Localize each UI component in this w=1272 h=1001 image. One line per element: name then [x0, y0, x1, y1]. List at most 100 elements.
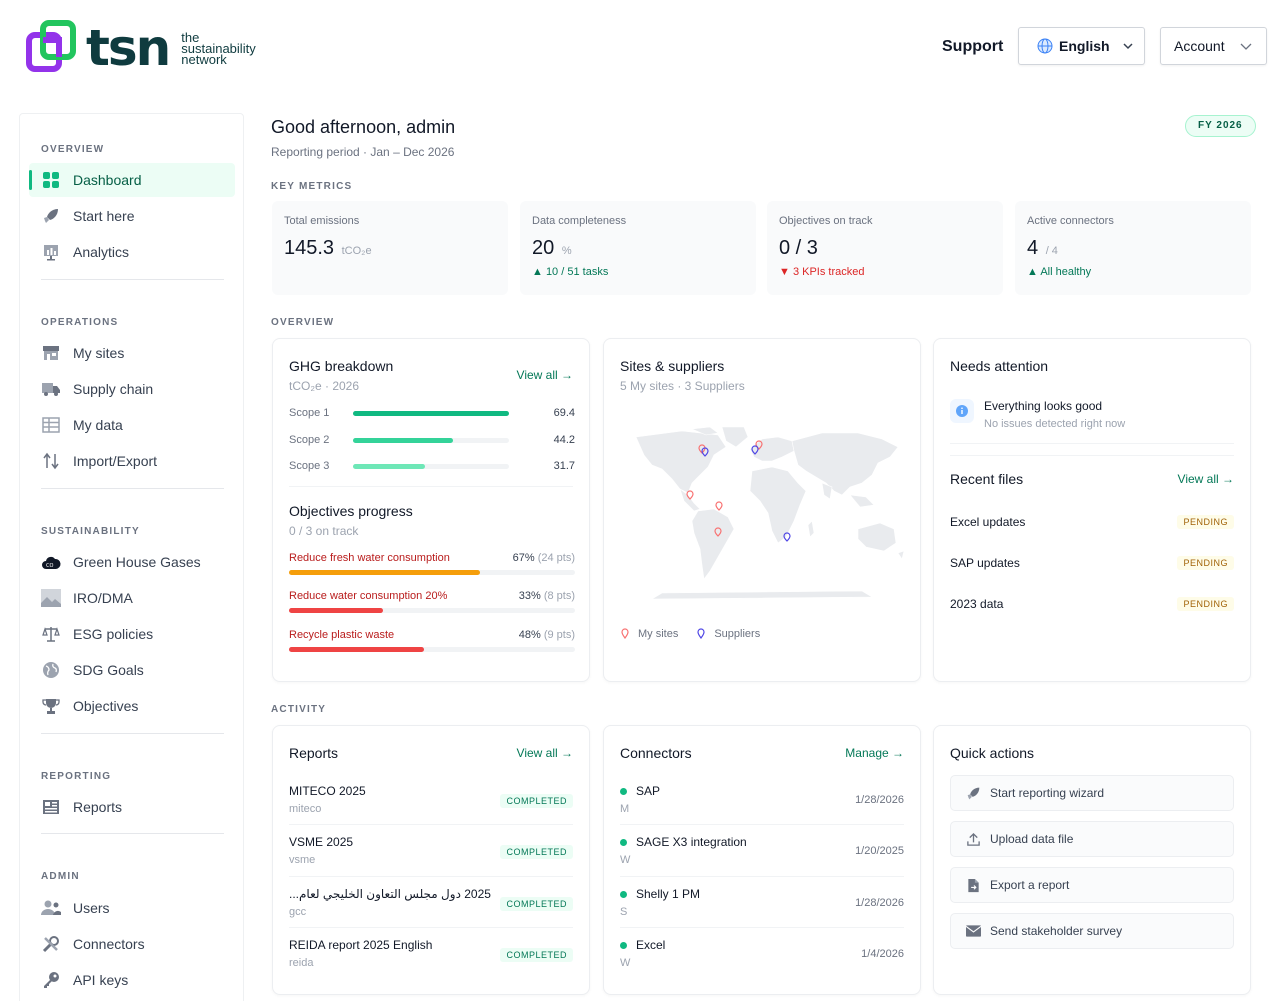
- scale-icon: [41, 624, 61, 644]
- card-subtitle: 5 My sites · 3 Suppliers: [620, 379, 745, 393]
- start-reporting-wizard-button[interactable]: Start reporting wizard: [950, 775, 1234, 811]
- brand-logo[interactable]: tsn the sustainability network: [26, 20, 256, 76]
- recent-files-view-all-link[interactable]: View all →: [1177, 472, 1234, 486]
- world-map[interactable]: [622, 425, 908, 601]
- chevron-down-icon: [1123, 43, 1133, 50]
- sidebar-item-label: Green House Gases: [73, 554, 201, 570]
- sidebar-item-sdg-goals[interactable]: SDG Goals: [29, 653, 235, 687]
- section-title-operations: OPERATIONS: [41, 317, 119, 328]
- account-menu[interactable]: Account: [1160, 27, 1267, 65]
- sidebar-item-reports[interactable]: Reports: [29, 790, 235, 824]
- card-title: Reports: [289, 745, 339, 761]
- objective-progress-bar: [289, 570, 480, 575]
- chart-icon: [41, 242, 61, 262]
- sidebar: OVERVIEW Dashboard Start here Analytics …: [19, 113, 244, 1001]
- sidebar-item-esg-policies[interactable]: ESG policies: [29, 617, 235, 651]
- trophy-icon: [41, 696, 61, 716]
- status-badge: PENDING: [1177, 515, 1234, 529]
- sidebar-item-supply-chain[interactable]: Supply chain: [29, 372, 235, 406]
- file-row[interactable]: Excel updates PENDING: [950, 515, 1234, 535]
- reports-card: Reports View all → MITECO 2025 miteco CO…: [272, 725, 590, 995]
- upload-icon: [965, 831, 981, 847]
- status-badge: COMPLETED: [500, 897, 573, 911]
- sidebar-item-label: Reports: [73, 799, 123, 815]
- sidebar-item-label: Import/Export: [73, 453, 158, 469]
- table-icon: [41, 415, 61, 435]
- card-subtitle: tCO₂e · 2026: [289, 379, 360, 393]
- language-select[interactable]: English: [1018, 27, 1145, 65]
- file-export-icon: [965, 877, 981, 893]
- connector-row[interactable]: Shelly 1 PM S 1/28/2026: [620, 887, 904, 918]
- support-link[interactable]: Support: [942, 38, 1004, 55]
- sidebar-item-connectors[interactable]: Connectors: [29, 927, 235, 961]
- sidebar-item-start-here[interactable]: Start here: [29, 199, 235, 233]
- sidebar-item-label: Objectives: [73, 698, 139, 714]
- file-row[interactable]: 2023 data PENDING: [950, 597, 1234, 617]
- grid-icon: [41, 170, 61, 190]
- sidebar-item-api-keys[interactable]: API keys: [29, 963, 235, 997]
- status-badge: COMPLETED: [500, 845, 573, 859]
- report-row[interactable]: VSME 2025 vsme COMPLETED: [289, 835, 573, 877]
- sidebar-divider: [41, 733, 224, 734]
- connectors-manage-link[interactable]: Manage →: [845, 746, 904, 760]
- file-row[interactable]: SAP updates PENDING: [950, 556, 1234, 576]
- section-title-overview: OVERVIEW: [41, 144, 105, 155]
- status-dot: [620, 788, 627, 795]
- image-icon: [41, 588, 61, 608]
- sidebar-item-label: My data: [73, 417, 123, 433]
- status-dot: [620, 839, 627, 846]
- scope-row: Scope 3 31.7: [289, 460, 575, 472]
- connector-row[interactable]: SAP M 1/28/2026: [620, 784, 904, 815]
- metric-value: 20 %: [532, 237, 572, 259]
- card-title: Sites & suppliers: [620, 358, 725, 374]
- sidebar-item-analytics[interactable]: Analytics: [29, 235, 235, 269]
- sidebar-item-iro-dma[interactable]: IRO/DMA: [29, 581, 235, 615]
- map-legend: My sites Suppliers: [620, 628, 760, 640]
- globe-icon: [41, 660, 61, 680]
- metric-title: Total emissions: [284, 215, 360, 227]
- section-label-activity: ACTIVITY: [271, 704, 327, 715]
- reports-view-all-link[interactable]: View all →: [516, 746, 573, 760]
- status-badge: COMPLETED: [500, 794, 573, 808]
- language-label: English: [1059, 38, 1110, 54]
- section-label-overview: OVERVIEW: [271, 317, 335, 328]
- sidebar-item-users[interactable]: Users: [29, 891, 235, 925]
- metric-card-objectives-on-track[interactable]: Objectives on track 0 / 3 ▼ 3 KPIs track…: [767, 201, 1003, 295]
- sidebar-item-my-sites[interactable]: My sites: [29, 336, 235, 370]
- chevron-down-icon: [1240, 43, 1252, 50]
- objective-progress-bar: [289, 608, 383, 613]
- objectives-subtitle: 0 / 3 on track: [289, 524, 359, 538]
- supplier-pins: [701, 445, 791, 542]
- connector-row[interactable]: SAGE X3 integration W 1/20/2025: [620, 835, 904, 866]
- fiscal-year-badge[interactable]: FY 2026: [1185, 115, 1256, 137]
- sidebar-item-ghg[interactable]: CO Green House Gases: [29, 545, 235, 579]
- map-pin-icon: [697, 628, 705, 640]
- upload-data-file-button[interactable]: Upload data file: [950, 821, 1234, 857]
- sidebar-item-dashboard[interactable]: Dashboard: [29, 163, 235, 197]
- send-stakeholder-survey-button[interactable]: Send stakeholder survey: [950, 913, 1234, 949]
- tsn-logo-icon: [26, 20, 78, 76]
- metric-card-total-emissions[interactable]: Total emissions 145.3 tCO₂e: [272, 201, 508, 295]
- status-badge: PENDING: [1177, 597, 1234, 611]
- sidebar-item-label: Dashboard: [73, 172, 142, 188]
- ghg-view-all-link[interactable]: View all →: [516, 368, 573, 382]
- report-row[interactable]: 2025 دول مجلس التعاون الخليجي لعام... gc…: [289, 887, 573, 929]
- section-label-key-metrics: KEY METRICS: [271, 181, 353, 192]
- connector-row[interactable]: Excel W 1/4/2026: [620, 938, 904, 969]
- report-row[interactable]: REIDA report 2025 English reida COMPLETE…: [289, 938, 573, 980]
- mail-icon: [965, 923, 981, 939]
- metric-card-data-completeness[interactable]: Data completeness 20 % ▲ 10 / 51 tasks: [520, 201, 756, 295]
- sidebar-item-objectives[interactable]: Objectives: [29, 689, 235, 723]
- metric-title: Data completeness: [532, 215, 627, 227]
- metric-card-active-connectors[interactable]: Active connectors 4 / 4 ▲ All healthy: [1015, 201, 1251, 295]
- sidebar-item-label: Users: [73, 900, 110, 916]
- objectives-title: Objectives progress: [289, 503, 413, 519]
- report-row[interactable]: MITECO 2025 miteco COMPLETED: [289, 784, 573, 826]
- sidebar-item-import-export[interactable]: Import/Export: [29, 444, 235, 478]
- sidebar-item-my-data[interactable]: My data: [29, 408, 235, 442]
- metric-value: 4 / 4: [1027, 237, 1058, 259]
- key-icon: [41, 970, 61, 990]
- export-report-button[interactable]: Export a report: [950, 867, 1234, 903]
- scope-row: Scope 1 69.4: [289, 407, 575, 419]
- store-icon: [41, 343, 61, 363]
